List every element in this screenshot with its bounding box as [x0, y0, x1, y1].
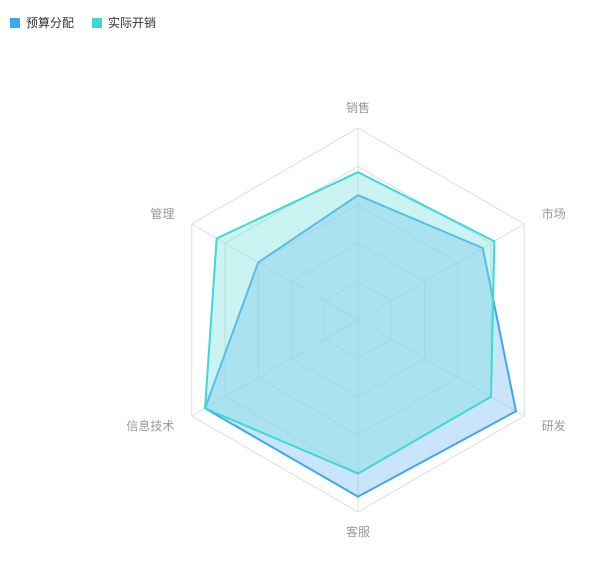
- axis-line-4: [191, 319, 359, 417]
- series-budget-area[interactable]: [204, 194, 517, 498]
- axis-label-3: 客服: [346, 524, 370, 539]
- legend-swatch-budget: [10, 17, 20, 28]
- legend-swatch-actual: [92, 17, 103, 28]
- axis-line-2: [357, 319, 525, 417]
- axis-line-1: [357, 223, 525, 321]
- series-actual-area[interactable]: [204, 171, 496, 475]
- axis-label-2: 研发: [542, 418, 566, 433]
- axis-label-5: 管理: [150, 206, 174, 221]
- legend-label-budget: 预算分配: [26, 16, 75, 30]
- legend-label-actual: 实际开销: [108, 16, 157, 30]
- axis-label-1: 市场: [542, 206, 566, 221]
- legend: 预算分配 实际开销: [10, 14, 156, 31]
- axis-label-4: 信息技术: [126, 418, 174, 433]
- legend-item-budget[interactable]: 预算分配: [10, 14, 74, 31]
- axis-label-0: 销售: [346, 100, 370, 115]
- legend-item-actual[interactable]: 实际开销: [92, 14, 156, 31]
- axis-line-5: [191, 223, 359, 321]
